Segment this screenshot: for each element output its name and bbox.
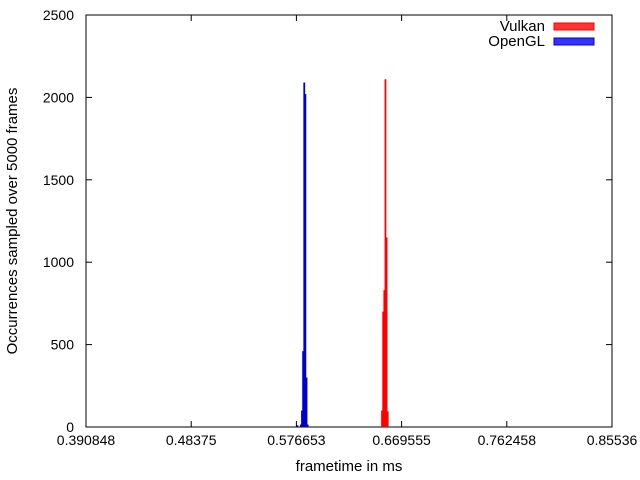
- bar-opengl: [301, 410, 303, 427]
- legend-label: Vulkan: [500, 18, 545, 35]
- bar-opengl: [303, 82, 306, 428]
- x-tick-label: 0.762458: [478, 432, 537, 448]
- x-axis-ticks: 0.390848 0.48375 0.576653 0.669555 0.762458 0…: [57, 15, 638, 448]
- x-tick-label: 0.576653: [267, 432, 326, 448]
- x-tick-label: 0.48375: [166, 432, 217, 448]
- x-tick-label: 0.669555: [372, 432, 431, 448]
- y-tick-label: 2500: [43, 7, 74, 23]
- y-axis-ticks: 0 500 1000 1500 2000 2500: [43, 7, 612, 435]
- bar-opengl: [296, 425, 299, 427]
- y-tick-label: 1500: [43, 172, 74, 188]
- x-tick-label: 0.85536: [587, 432, 638, 448]
- bar-opengl: [299, 424, 302, 427]
- bar-opengl: [304, 94, 307, 427]
- legend-swatch: [553, 22, 595, 31]
- bar-vulkan: [386, 411, 389, 427]
- legend-label: OpenGL: [488, 33, 545, 50]
- bar-vulkan: [381, 410, 383, 427]
- plot-border: [85, 14, 613, 428]
- y-axis-title: Occurrences sampled over 5000 frames: [4, 88, 21, 355]
- bar-opengl: [305, 377, 308, 427]
- y-tick-label: 500: [51, 337, 75, 353]
- x-tick-label: 0.390848: [57, 432, 116, 448]
- legend-swatch: [553, 37, 595, 46]
- x-axis-title: frametime in ms: [296, 458, 403, 475]
- bar-vulkan: [384, 79, 387, 427]
- bar-opengl: [302, 351, 305, 427]
- y-tick-label: 1000: [43, 254, 74, 270]
- y-tick-label: 2000: [43, 89, 74, 105]
- bar-vulkan: [383, 290, 386, 427]
- y-tick-label: 0: [66, 419, 74, 435]
- bars-layer: [296, 79, 389, 428]
- bar-vulkan: [385, 237, 388, 427]
- bar-vulkan: [382, 311, 385, 427]
- plot-frame: [85, 14, 613, 428]
- bar-opengl: [306, 424, 309, 427]
